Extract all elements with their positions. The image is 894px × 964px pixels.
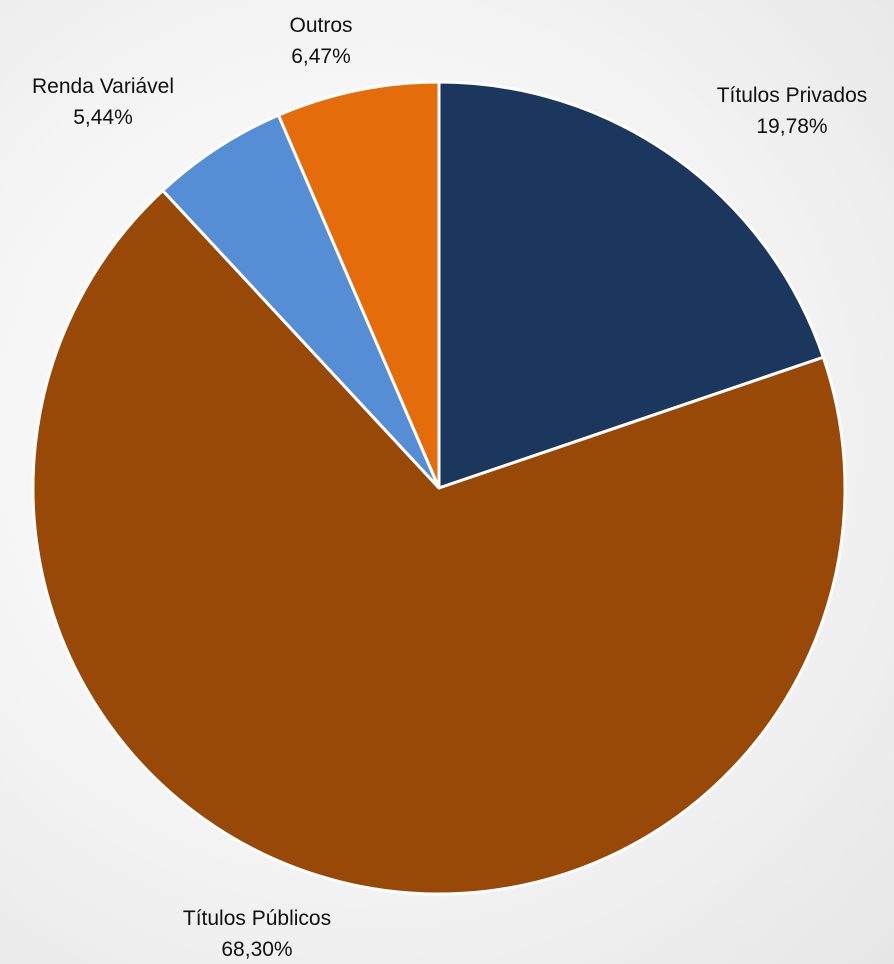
pie-slice-renda-variavel [161, 113, 441, 490]
label-outros-value: 6,47% [291, 45, 351, 68]
pie-slice-titulos-privados [437, 80, 825, 490]
label-renda-variavel-name: Renda Variável [32, 75, 174, 98]
label-titulos-privados-value: 19,78% [756, 115, 827, 138]
pie-slice-titulos-publicos [31, 188, 847, 896]
pie-slices [31, 80, 847, 896]
label-titulos-publicos-name: Títulos Públicos [183, 907, 331, 930]
label-titulos-publicos-value: 68,30% [221, 938, 292, 961]
label-titulos-privados-name: Títulos Privados [717, 84, 868, 107]
pie-slice-outros [276, 80, 441, 490]
label-renda-variavel-value: 5,44% [73, 106, 133, 129]
label-outros-name: Outros [289, 14, 352, 37]
